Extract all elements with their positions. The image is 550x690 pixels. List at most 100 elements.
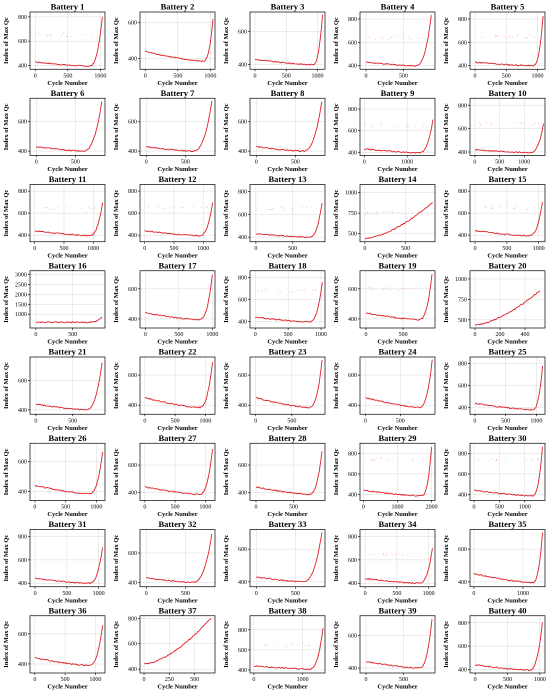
scatter-point <box>281 291 282 293</box>
scatter-point <box>282 207 284 209</box>
scatter-point <box>366 211 368 213</box>
y-axis-label: Index of Max Qc <box>443 535 450 582</box>
x-tick-label: 400 <box>521 332 530 338</box>
x-axis-label: Cycle Number <box>47 166 87 173</box>
y-tick-label: 600 <box>458 40 467 46</box>
scatter-point <box>531 460 533 462</box>
y-axis-label: Index of Max Qc <box>333 448 340 495</box>
scatter-point <box>499 207 501 209</box>
scatter-point <box>206 207 208 208</box>
battery-panel: Battery 6 0 500 400 600 Cycle Number Index of … <box>3 88 106 173</box>
x-tick-label: 500 <box>282 73 291 79</box>
x-tick-label: 0 <box>254 73 257 79</box>
x-tick-label: 1000 <box>204 73 216 79</box>
series-line <box>35 101 103 152</box>
y-tick-label: 600 <box>18 632 27 638</box>
scatter-point <box>264 288 266 290</box>
y-tick-label: 600 <box>128 551 137 557</box>
series-line <box>254 14 323 66</box>
scatter-point <box>52 208 54 210</box>
x-axis-label: Cycle Number <box>157 252 197 259</box>
scatter-point <box>385 211 387 213</box>
x-tick-label: 500 <box>171 418 180 424</box>
x-axis-label: Cycle Number <box>487 511 527 518</box>
scatter-point <box>43 207 45 209</box>
series-line <box>35 316 103 324</box>
x-tick-label: 200 <box>496 332 505 338</box>
y-tick-label: 600 <box>458 211 467 217</box>
series-line <box>146 100 213 153</box>
x-axis-label: Cycle Number <box>377 597 417 604</box>
y-tick-label: 400 <box>18 149 27 155</box>
battery-panel: Battery 38 0 1000 400 600 800 Cycle Number Inde… <box>223 605 326 690</box>
scatter-point <box>382 554 384 556</box>
x-axis-label: Cycle Number <box>267 80 307 87</box>
x-axis-label: Cycle Number <box>157 80 197 87</box>
scatter-point <box>411 553 413 555</box>
scatter-point <box>375 211 377 213</box>
x-tick-label: 500 <box>399 73 408 79</box>
scatter-point <box>412 460 414 462</box>
y-tick-label: 800 <box>128 616 137 622</box>
battery-panel: Battery 10 0 500 1000 400 600 800 Cycle Number I… <box>443 88 546 173</box>
scatter-point <box>267 208 269 210</box>
plot-frame <box>469 529 546 588</box>
scatter-point <box>44 34 46 36</box>
scatter-point <box>297 645 299 646</box>
panel-title: Battery 1 <box>51 2 85 12</box>
scatter-point <box>286 645 288 647</box>
scatter-point <box>157 205 159 207</box>
battery-panel: Battery 1 0 500 1000 400 600 800 Cycle Number In… <box>3 2 106 87</box>
x-axis-label: Cycle Number <box>157 425 197 432</box>
y-tick-label: 500 <box>348 232 357 238</box>
scatter-point <box>205 205 207 207</box>
scatter-point <box>403 288 405 290</box>
scatter-point <box>301 206 303 208</box>
scatter-point <box>495 35 497 36</box>
x-axis-label: Cycle Number <box>157 511 197 518</box>
plot-frame <box>359 356 436 415</box>
panel-title: Battery 20 <box>488 260 526 270</box>
panel-title: Battery 3 <box>271 2 305 12</box>
scatter-point <box>173 206 175 208</box>
y-tick-label: 600 <box>18 378 27 384</box>
x-tick-label: 1000 <box>518 160 530 166</box>
x-tick-label: 500 <box>171 505 180 511</box>
y-axis-label: Index of Max Qc <box>113 621 120 668</box>
scatter-point <box>269 209 271 210</box>
y-axis-label: Index of Max Qc <box>443 362 450 409</box>
y-tick-label: 600 <box>238 463 247 469</box>
y-tick-label: 400 <box>348 581 357 587</box>
battery-panel: Battery 27 0 500 1000 400 600 Cycle Number Inde… <box>113 433 216 518</box>
panel-title: Battery 31 <box>48 519 86 529</box>
scatter-point <box>402 212 404 214</box>
y-tick-label: 2500 <box>15 283 27 289</box>
y-tick-label: 400 <box>128 580 137 586</box>
scatter-point <box>318 645 320 647</box>
x-axis-label: Cycle Number <box>377 684 417 690</box>
scatter-point <box>380 124 381 126</box>
y-tick-label: 400 <box>18 64 27 70</box>
panel-title: Battery 38 <box>268 605 306 615</box>
y-tick-label: 800 <box>348 17 357 23</box>
scatter-point <box>406 288 407 289</box>
series-line <box>255 282 323 323</box>
scatter-point <box>201 207 203 209</box>
series-line <box>474 123 544 154</box>
y-tick-label: 600 <box>128 463 137 469</box>
scatter-point <box>391 554 393 556</box>
plot-frame <box>29 11 106 70</box>
y-tick-label: 400 <box>128 233 137 239</box>
y-axis-label: Index of Max Qc <box>223 276 230 323</box>
battery-panel: Battery 23 0 500 400 600 Cycle Number Index of… <box>223 347 326 432</box>
y-tick-label: 750 <box>458 297 467 303</box>
scatter-point <box>406 123 408 125</box>
x-tick-label: 500 <box>399 332 408 338</box>
x-tick-label: 0 <box>474 677 477 683</box>
panel-title: Battery 14 <box>378 174 417 184</box>
x-axis-label: Cycle Number <box>377 339 417 346</box>
plot-frame <box>29 442 106 501</box>
series-line <box>365 274 433 321</box>
scatter-point <box>412 458 414 460</box>
x-tick-label: 1000 <box>94 73 106 79</box>
